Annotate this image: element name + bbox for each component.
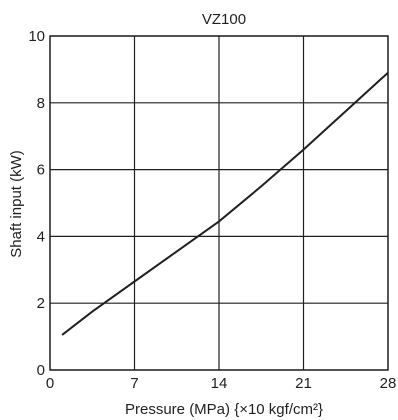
grid: [50, 36, 388, 370]
x-tick-labels: 0 7 14 21 28: [46, 375, 397, 392]
y-tick-label-4: 8: [37, 95, 45, 112]
y-tick-label-0: 0: [37, 362, 45, 379]
x-tick-label-4: 28: [380, 375, 397, 392]
chart-title: VZ100: [202, 11, 246, 28]
x-axis-label: Pressure (MPa) {×10 kgf/cm²}: [125, 401, 323, 418]
x-tick-label-3: 21: [295, 375, 312, 392]
y-tick-label-5: 10: [28, 28, 45, 45]
x-tick-label-2: 14: [211, 375, 228, 392]
series-layer: [62, 73, 388, 335]
y-axis-label: Shaft input (kW): [8, 150, 25, 258]
x-tick-label-1: 7: [130, 375, 138, 392]
y-tick-label-3: 6: [37, 162, 45, 179]
y-tick-labels: 0 2 4 6 8 10: [28, 28, 45, 379]
x-tick-label-0: 0: [46, 375, 54, 392]
y-tick-label-1: 2: [37, 295, 45, 312]
y-tick-label-2: 4: [37, 228, 45, 245]
series-line-0: [62, 73, 388, 335]
